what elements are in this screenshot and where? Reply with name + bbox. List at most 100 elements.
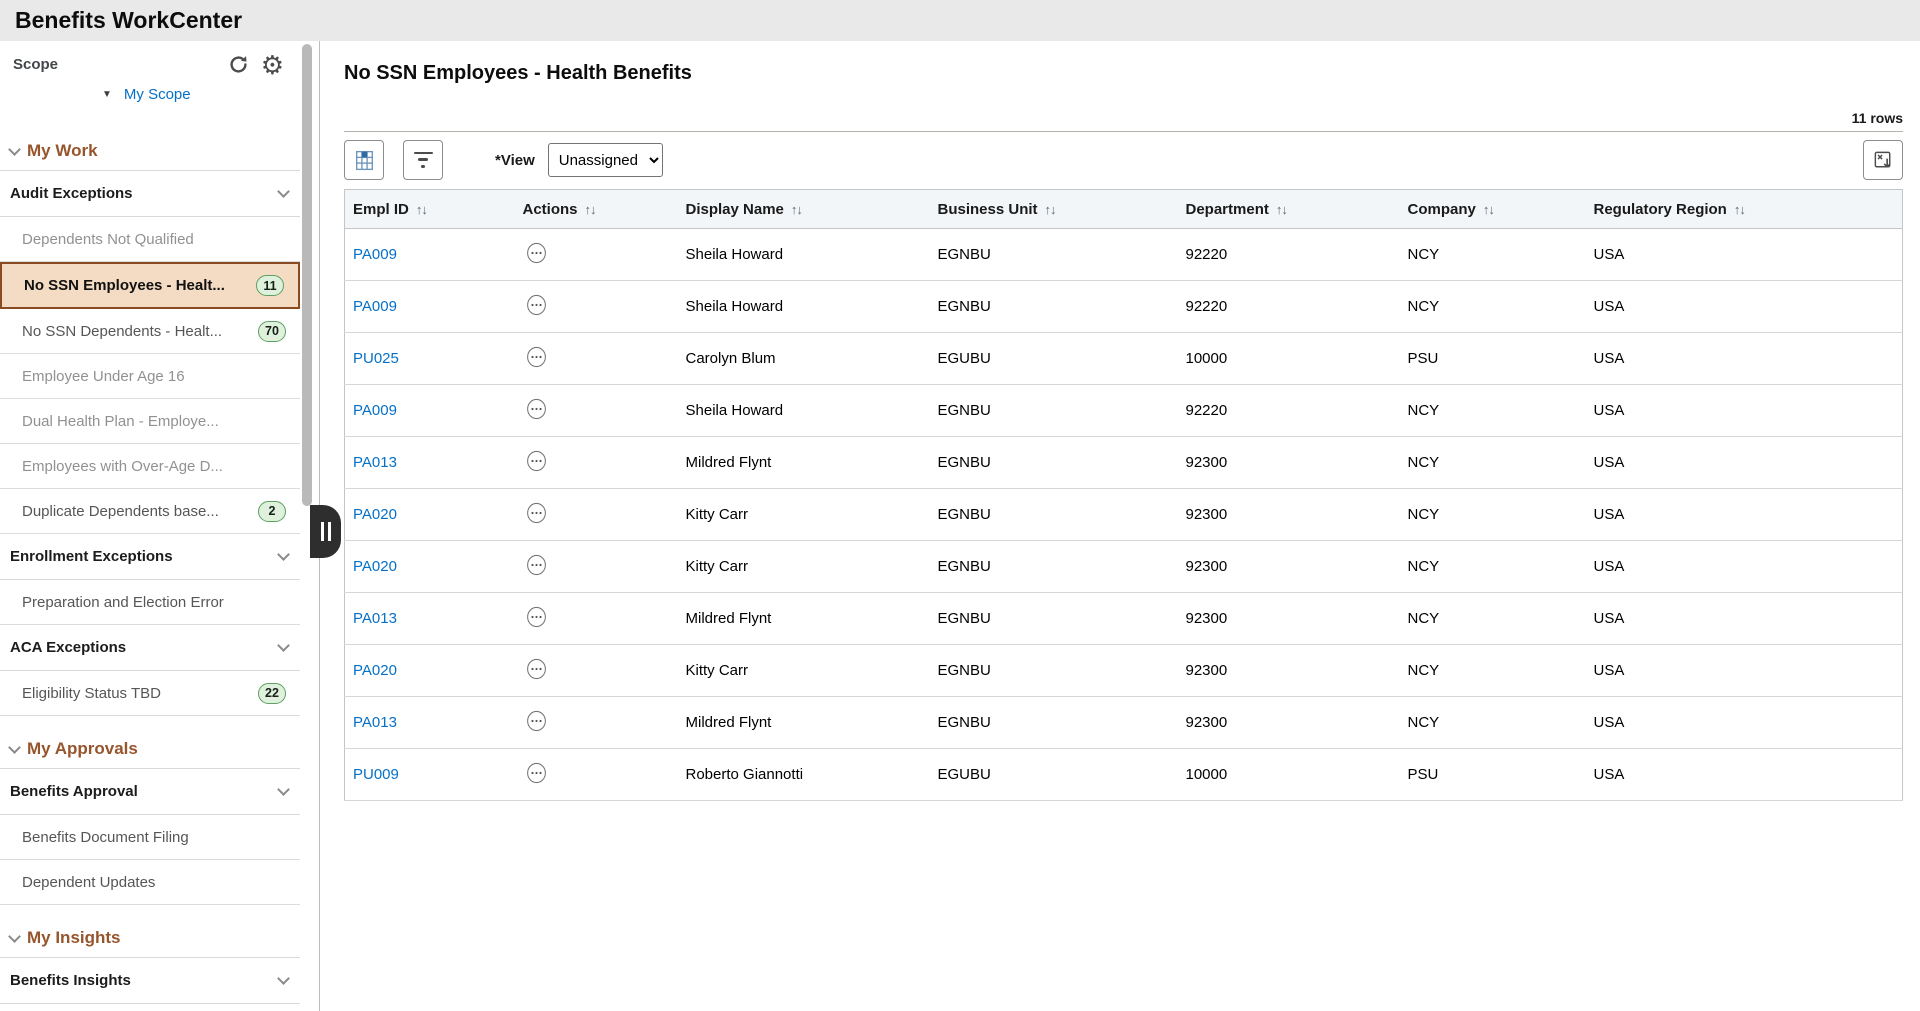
sidebar-section-audit-exceptions[interactable]: Audit Exceptions <box>0 171 300 217</box>
scope-title: Scope <box>13 56 59 73</box>
cell-actions <box>514 592 678 645</box>
cell-department: 10000 <box>1177 748 1400 801</box>
empl-id-link[interactable]: PU009 <box>353 766 399 783</box>
table-row: PA009 Sheila Howard EGNBU 92220 NCY USA <box>344 280 1903 333</box>
related-actions-ellipsis-icon[interactable] <box>523 502 547 524</box>
sidebar-item-benefits-document-filing[interactable]: Benefits Document Filing <box>0 815 300 860</box>
view-select[interactable]: Unassigned <box>547 143 663 177</box>
chevron-down-icon <box>8 740 21 754</box>
empl-id-link[interactable]: PA009 <box>353 298 397 315</box>
triangle-down-icon: ▼ <box>102 89 112 100</box>
related-actions-ellipsis-icon[interactable] <box>523 398 547 420</box>
table-row: PA020 Kitty Carr EGNBU 92300 NCY USA <box>344 644 1903 697</box>
refresh-icon[interactable] <box>227 53 250 76</box>
cell-display-name: Roberto Giannotti <box>677 748 930 801</box>
related-actions-ellipsis-icon[interactable] <box>523 658 547 680</box>
sidebar-item-preparation-and-election-error[interactable]: Preparation and Election Error <box>0 580 300 625</box>
cell-empl-id: PU009 <box>344 748 515 801</box>
sidebar-group-my-insights[interactable]: My Insights <box>0 918 300 958</box>
table-row: PU025 Carolyn Blum EGUBU 10000 PSU USA <box>344 332 1903 385</box>
cell-department: 92300 <box>1177 436 1400 489</box>
sidebar-item-employee-under-age-16[interactable]: Employee Under Age 16 <box>0 354 300 399</box>
related-actions-ellipsis-icon[interactable] <box>523 294 547 316</box>
table-row: PA020 Kitty Carr EGNBU 92300 NCY USA <box>344 488 1903 541</box>
sidebar-nav: My Work Audit Exceptions Dependents Not Qu… <box>0 131 300 1004</box>
download-grid-icon[interactable] <box>1863 140 1903 180</box>
cell-actions <box>514 488 678 541</box>
related-actions-ellipsis-icon[interactable] <box>523 554 547 576</box>
empl-id-link[interactable]: PA009 <box>353 246 397 263</box>
my-scope-link[interactable]: My Scope <box>123 86 191 103</box>
empl-id-link[interactable]: PA020 <box>353 662 397 679</box>
chevron-down-icon <box>277 185 290 198</box>
sidebar-group-label: My Insights <box>27 928 121 947</box>
sidebar-item-dependent-updates[interactable]: Dependent Updates <box>0 860 300 905</box>
cell-department: 92300 <box>1177 644 1400 697</box>
chevron-down-icon <box>277 972 290 985</box>
sidebar-item-no-ssn-dependents-healt[interactable]: No SSN Dependents - Healt... 70 <box>0 309 300 354</box>
cell-business-unit: EGNBU <box>929 592 1178 645</box>
column-header-department[interactable]: Department ↑↓ <box>1177 189 1400 229</box>
sidebar-item-label: Employees with Over-Age D... <box>22 457 223 475</box>
empl-id-link[interactable]: PA020 <box>353 506 397 523</box>
sidebar-section-aca-exceptions[interactable]: ACA Exceptions <box>0 625 300 671</box>
cell-empl-id: PA013 <box>344 592 515 645</box>
sidebar-item-eligibility-status-tbd[interactable]: Eligibility Status TBD 22 <box>0 671 300 716</box>
related-actions-ellipsis-icon[interactable] <box>523 450 547 472</box>
column-header-regulatory-region[interactable]: Regulatory Region ↑↓ <box>1585 189 1903 229</box>
column-header-label: Company <box>1407 200 1476 218</box>
column-header-business-unit[interactable]: Business Unit ↑↓ <box>929 189 1178 229</box>
sidebar-item-employees-with-over-age-d[interactable]: Employees with Over-Age D... <box>0 444 300 489</box>
empl-id-link[interactable]: PA013 <box>353 610 397 627</box>
table-row: PA013 Mildred Flynt EGNBU 92300 NCY USA <box>344 592 1903 645</box>
scope-row: Scope ⚙ <box>0 41 300 80</box>
related-actions-ellipsis-icon[interactable] <box>523 762 547 784</box>
sidebar-group-my-approvals[interactable]: My Approvals <box>0 729 300 769</box>
workcenter-layout: Scope ⚙ ▼ My Scope My Work A <box>0 41 1920 1011</box>
filter-icon[interactable] <box>403 140 443 180</box>
cell-company: NCY <box>1399 280 1586 333</box>
gear-icon[interactable]: ⚙ <box>260 49 284 80</box>
cell-regulatory-region: USA <box>1585 436 1903 489</box>
sidebar-item-duplicate-dependents-base[interactable]: Duplicate Dependents base... 2 <box>0 489 300 534</box>
cell-business-unit: EGNBU <box>929 228 1178 281</box>
grid-personalize-icon[interactable] <box>344 140 384 180</box>
related-actions-ellipsis-icon[interactable] <box>523 710 547 732</box>
sidebar-section-benefits-approval[interactable]: Benefits Approval <box>0 769 300 815</box>
column-header-display-name[interactable]: Display Name ↑↓ <box>677 189 930 229</box>
sidebar-scrollbar-thumb[interactable] <box>302 44 312 506</box>
related-actions-ellipsis-icon[interactable] <box>523 606 547 628</box>
table-row: PA013 Mildred Flynt EGNBU 92300 NCY USA <box>344 696 1903 749</box>
empl-id-link[interactable]: PA009 <box>353 402 397 419</box>
empl-id-link[interactable]: PA020 <box>353 558 397 575</box>
cell-company: NCY <box>1399 592 1586 645</box>
sidebar-item-dual-health-plan-employe[interactable]: Dual Health Plan - Employe... <box>0 399 300 444</box>
cell-business-unit: EGNBU <box>929 540 1178 593</box>
cell-display-name: Mildred Flynt <box>677 436 930 489</box>
sidebar-section-enrollment-exceptions[interactable]: Enrollment Exceptions <box>0 534 300 580</box>
sidebar-item-label: Employee Under Age 16 <box>22 367 185 385</box>
cell-company: NCY <box>1399 488 1586 541</box>
sidebar-section-benefits-insights[interactable]: Benefits Insights <box>0 958 300 1004</box>
cell-actions <box>514 436 678 489</box>
sidebar-group-my-work[interactable]: My Work <box>0 131 300 171</box>
collapse-panel-icon[interactable] <box>310 505 341 558</box>
scope-selector[interactable]: ▼ My Scope <box>0 76 300 103</box>
related-actions-ellipsis-icon[interactable] <box>523 346 547 368</box>
sidebar-item-dependents-not-qualified[interactable]: Dependents Not Qualified <box>0 217 300 262</box>
column-header-empl-id[interactable]: Empl ID ↑↓ <box>344 189 515 229</box>
sidebar-section-label: ACA Exceptions <box>10 639 127 656</box>
cell-empl-id: PA009 <box>344 228 515 281</box>
related-actions-ellipsis-icon[interactable] <box>523 242 547 264</box>
sidebar-item-label: Duplicate Dependents base... <box>22 502 219 520</box>
empl-id-link[interactable]: PA013 <box>353 454 397 471</box>
cell-display-name: Kitty Carr <box>677 488 930 541</box>
sidebar-item-no-ssn-employees-healt[interactable]: No SSN Employees - Healt... 11 <box>0 262 300 309</box>
table-row: PA013 Mildred Flynt EGNBU 92300 NCY USA <box>344 436 1903 489</box>
column-header-company[interactable]: Company ↑↓ <box>1399 189 1586 229</box>
column-header-actions[interactable]: Actions ↑↓ <box>514 189 678 229</box>
app-title: Benefits WorkCenter <box>15 7 243 33</box>
empl-id-link[interactable]: PU025 <box>353 350 399 367</box>
cell-department: 92220 <box>1177 228 1400 281</box>
empl-id-link[interactable]: PA013 <box>353 714 397 731</box>
